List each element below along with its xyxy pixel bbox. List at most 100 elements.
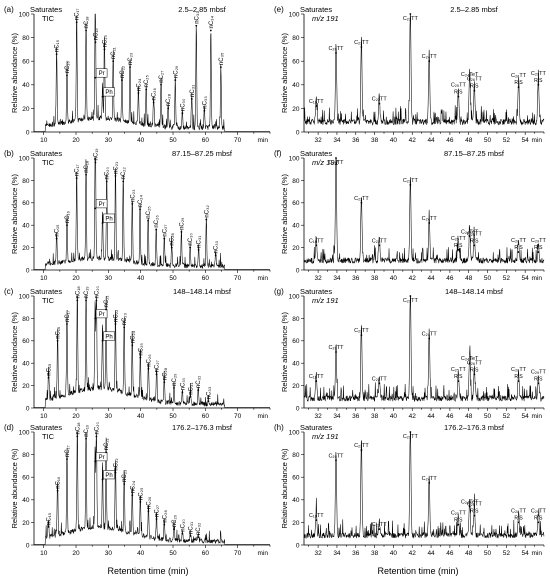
peak-label: nC₂₀ xyxy=(94,285,100,298)
peak-point xyxy=(114,175,117,177)
y-tick-label: 0 xyxy=(26,405,30,412)
peak-point xyxy=(101,222,104,224)
peak-9: nC₂₂ xyxy=(113,458,119,474)
x-tick-label: 20 xyxy=(72,275,80,282)
peak-4: C₂₃TT xyxy=(403,178,419,186)
peak-rs-label: R S xyxy=(514,515,523,521)
peak-label: C₂₀TT xyxy=(328,160,344,166)
x-tick-label: 30 xyxy=(105,413,113,420)
peak-14: nC₂₇ xyxy=(155,505,161,520)
peak-label: Pr xyxy=(99,455,105,461)
peak-label: C₂₃TT xyxy=(403,298,419,304)
x-tick-label: 48 xyxy=(465,137,473,144)
peak-label: nC₂₃ xyxy=(128,52,134,65)
x-tick-label: 20 xyxy=(72,137,80,144)
peak-2: C₂₁TT xyxy=(354,328,369,337)
peak-13: nC₂₆ xyxy=(146,354,152,370)
peak-point xyxy=(160,83,162,86)
y-tick-label: 60 xyxy=(22,59,30,66)
x-tick-label: 60 xyxy=(202,413,210,420)
peak-11: nC₂₄ xyxy=(136,78,142,94)
peak-point xyxy=(473,244,476,247)
chromatogram-trace xyxy=(303,13,545,126)
x-unit-label: min xyxy=(258,275,269,282)
x-tick-label: 48 xyxy=(465,550,473,557)
peak-label: nC₂₇ xyxy=(159,71,165,83)
x-tick-label: 46 xyxy=(446,550,454,557)
peak-label: nC₁₇ xyxy=(75,164,81,176)
y-tick-label: 60 xyxy=(22,475,30,482)
peak-16: nC₂₉ xyxy=(179,217,185,233)
peak-15: nC₂₈ xyxy=(170,233,176,249)
peak-7: nC₂₀ xyxy=(105,167,111,183)
peak-point xyxy=(85,29,87,32)
peak-point xyxy=(428,60,431,63)
peak-4: C₂₃TT xyxy=(403,431,419,440)
y-tick-label: 20 xyxy=(292,383,300,390)
panel-depth: 176.2–176.3 mbsf xyxy=(444,423,505,432)
x-tick-label: 50 xyxy=(484,550,492,557)
peak-point xyxy=(94,41,97,44)
peak-label: nC₂₀ xyxy=(102,34,108,47)
x-tick-label: 40 xyxy=(137,275,145,282)
peak-8: nC₂₁ xyxy=(104,295,110,311)
y-axis-label: Relative abundance (%) xyxy=(280,173,289,254)
peak-point xyxy=(55,237,58,240)
peak-label: C₂₃TT xyxy=(403,178,419,184)
peak-label-box xyxy=(95,68,108,78)
peak-label: nC₂₇ xyxy=(162,225,168,237)
y-tick-label: 0 xyxy=(26,267,30,274)
peak-label: nC₂₂ xyxy=(120,65,126,78)
peak-18: nC₃₁ xyxy=(188,522,194,537)
panel-subtitle: TIC xyxy=(42,158,55,167)
y-tick-label: 60 xyxy=(292,59,300,66)
x-tick-label: 32 xyxy=(315,413,323,420)
peak-point xyxy=(66,323,68,325)
peak-rs-label: R S xyxy=(514,374,523,380)
peak-rs-label: R S xyxy=(470,367,479,373)
peak-label: nC₂₉ xyxy=(172,514,178,527)
y-tick-label: 100 xyxy=(19,293,30,300)
peak-label: Ph xyxy=(105,216,112,222)
peak-point xyxy=(114,471,117,474)
chromatogram-trace xyxy=(34,431,270,545)
peak-label: nC₃₄ xyxy=(209,15,215,28)
peak-3: nC₁₈ xyxy=(75,422,81,438)
peak-label: nC₁₆ xyxy=(56,326,62,339)
peak-label: nC₂₃ xyxy=(122,312,128,325)
peak-point xyxy=(214,254,217,257)
peak-label: Ph xyxy=(105,90,112,96)
x-tick-label: 44 xyxy=(427,413,435,420)
peak-label: C₂₄TeT xyxy=(461,500,479,506)
x-tick-label: 40 xyxy=(390,550,398,557)
peak-label-box xyxy=(103,213,115,223)
peak-label: C₂₈TT xyxy=(511,508,527,514)
y-tick-label: 80 xyxy=(292,178,300,185)
x-tick-label: 36 xyxy=(352,137,360,144)
peak-point xyxy=(181,112,184,115)
panel-letter: (h) xyxy=(274,423,284,432)
peak-label: nC₃₂ xyxy=(194,11,200,24)
peak-point xyxy=(137,92,140,94)
peak-15: nC₂₈ xyxy=(166,93,172,110)
y-tick-label: 40 xyxy=(292,497,300,504)
peak-point xyxy=(315,519,318,522)
x-tick-label: 46 xyxy=(446,275,454,282)
peak-point xyxy=(189,246,192,249)
y-tick-label: 80 xyxy=(22,316,30,323)
peak-point xyxy=(147,367,150,370)
peak-label: C₂₁TT xyxy=(354,40,369,46)
peak-label: nC₂₀ xyxy=(94,422,100,435)
peak-point xyxy=(66,74,68,77)
peak-15: nC₂₈ xyxy=(162,510,168,526)
x-tick-label: 48 xyxy=(465,275,473,282)
peak-label: nC₂₆ xyxy=(146,354,152,367)
x-tick-label: 50 xyxy=(484,137,492,144)
peak-point xyxy=(75,21,78,24)
peak-point xyxy=(47,526,50,528)
x-tick-label: 10 xyxy=(40,137,48,144)
peak-5: nC₁₉ xyxy=(93,28,99,44)
